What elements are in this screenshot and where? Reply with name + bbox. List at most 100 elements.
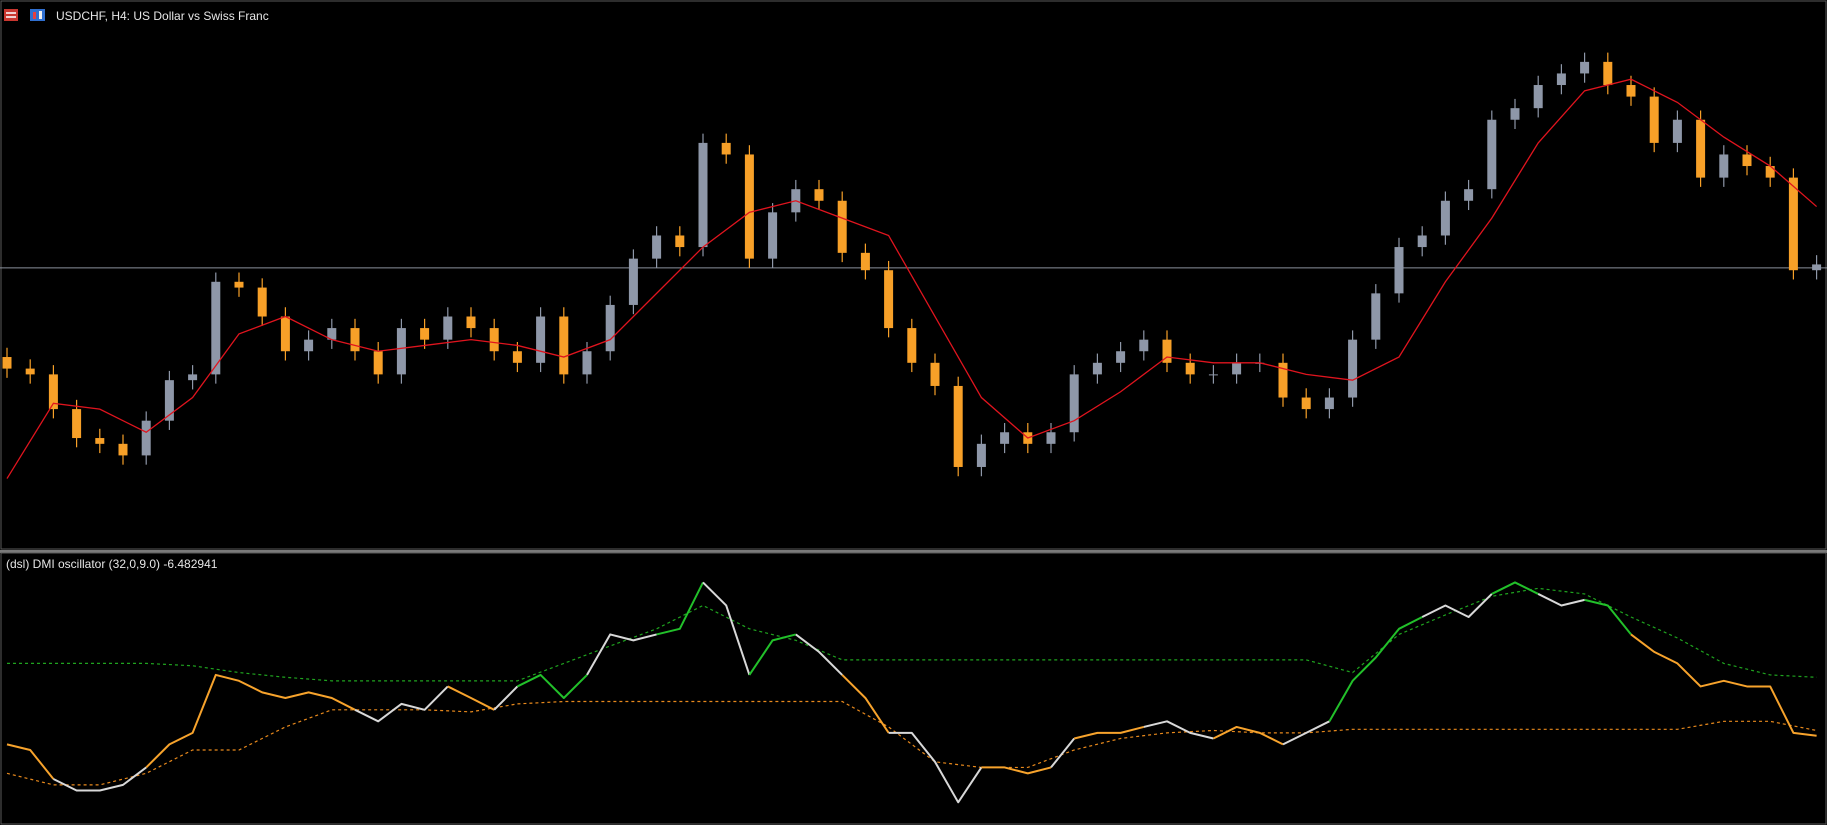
- icon-detail: [33, 12, 36, 19]
- candle-body: [1371, 293, 1381, 340]
- candle-body: [582, 351, 592, 375]
- candle-body: [1348, 339, 1358, 398]
- candle-body: [1487, 119, 1497, 190]
- candle-body: [652, 235, 662, 259]
- candle-body: [1092, 362, 1102, 375]
- toolbar-icons[interactable]: [4, 9, 45, 21]
- candle-body: [837, 200, 847, 253]
- candle-body: [443, 316, 453, 340]
- oscillator-line: [1050, 737, 1075, 769]
- oscillator-line: [1584, 598, 1632, 636]
- candle-body: [976, 443, 986, 467]
- candle-body: [1603, 61, 1613, 86]
- candle-body: [907, 328, 917, 363]
- candle-body: [489, 328, 499, 352]
- candle-body: [1394, 247, 1404, 294]
- signal-line: [6, 700, 1817, 786]
- candle-body: [350, 328, 360, 352]
- candle-body: [1556, 73, 1566, 86]
- candle-body: [1812, 264, 1822, 271]
- oscillator-line: [1630, 633, 1817, 737]
- indicator-title: (dsl) DMI oscillator (32,0,9.0) -6.48294…: [6, 557, 218, 571]
- candle-body: [930, 362, 940, 386]
- oscillator-line: [354, 685, 449, 723]
- oscillator-line: [493, 685, 519, 711]
- icon-detail: [6, 16, 16, 18]
- candle-body: [721, 142, 731, 155]
- candle-body: [1672, 119, 1682, 143]
- candle-body: [420, 328, 430, 340]
- oscillator-line: [586, 633, 657, 676]
- candle-body: [1510, 108, 1520, 120]
- candle-body: [1417, 235, 1427, 248]
- candle-body: [1580, 61, 1590, 74]
- icon[interactable]: [30, 9, 45, 21]
- candle-body: [953, 385, 963, 467]
- oscillator-line: [1073, 725, 1145, 740]
- oscillator-line: [656, 581, 704, 636]
- candle-body: [48, 374, 58, 410]
- oscillator-line: [447, 685, 495, 711]
- candle-body: [1533, 85, 1543, 109]
- candle-body: [1765, 166, 1775, 178]
- candle-body: [1464, 189, 1474, 201]
- candle-body: [1278, 362, 1288, 398]
- candle-body: [536, 316, 546, 363]
- candle-body: [1069, 374, 1079, 433]
- candle-body: [1301, 397, 1311, 410]
- candle-body: [95, 438, 105, 444]
- candle-body: [1000, 432, 1010, 444]
- candle-body: [1046, 432, 1056, 444]
- icon-detail: [6, 12, 16, 14]
- oscillator-line: [1282, 720, 1330, 746]
- candle-body: [2, 357, 12, 369]
- candle-body: [1116, 351, 1126, 363]
- candle-body: [118, 443, 128, 456]
- oscillator-line: [516, 673, 588, 699]
- oscillator-line: [1143, 720, 1214, 740]
- candle-body: [1742, 154, 1752, 167]
- candle-body: [164, 380, 174, 421]
- oscillator-line: [6, 743, 55, 780]
- candle-body: [257, 287, 267, 317]
- candle-body: [884, 270, 894, 329]
- main-panel-frame: [0, 0, 1827, 550]
- oscillator-line: [52, 766, 147, 792]
- candle-body: [304, 339, 314, 352]
- oscillator-line: [1537, 593, 1585, 607]
- candle-body: [280, 316, 290, 352]
- chart-title: USDCHF, H4: US Dollar vs Swiss Franc: [56, 9, 269, 23]
- icon[interactable]: [4, 9, 18, 21]
- oscillator-line: [702, 581, 751, 676]
- oscillator-line: [1328, 616, 1423, 722]
- icon-detail: [39, 11, 42, 19]
- candle-body: [698, 142, 708, 248]
- candle-body: [396, 328, 406, 375]
- candle-body: [1162, 339, 1172, 363]
- candle-body: [373, 351, 383, 375]
- candle-body: [814, 189, 824, 201]
- candle-body: [466, 316, 476, 329]
- signal-line: [7, 587, 1817, 682]
- candle-body: [141, 420, 151, 456]
- candle-body: [1324, 397, 1334, 410]
- candle-body: [25, 368, 35, 375]
- candle-body: [512, 351, 522, 363]
- candle-body: [188, 374, 198, 381]
- oscillator-line: [1491, 581, 1539, 595]
- candle-body: [628, 258, 638, 305]
- panel-separator: [0, 550, 1827, 553]
- oscillator-line: [1421, 593, 1493, 618]
- candle-body: [1185, 362, 1195, 375]
- oscillator-line: [981, 766, 1052, 775]
- candle-body: [675, 235, 685, 248]
- candle-body: [605, 304, 615, 352]
- moving-average: [6, 78, 1818, 479]
- candle-body: [768, 212, 778, 259]
- oscillator-line: [748, 633, 797, 676]
- candle-body: [1649, 96, 1659, 143]
- candle-body: [1208, 374, 1218, 376]
- candle-body: [72, 409, 82, 439]
